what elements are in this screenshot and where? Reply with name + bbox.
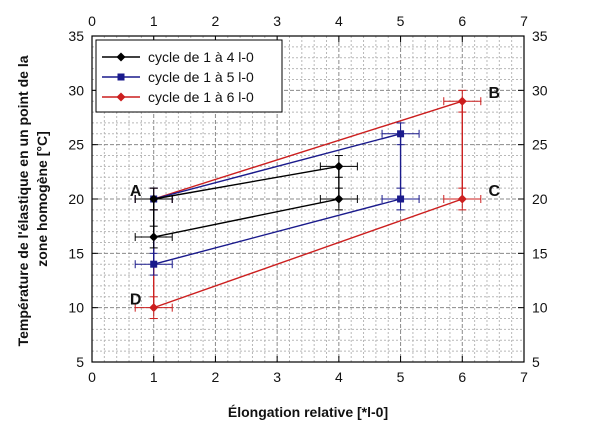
data-point-diamond xyxy=(116,92,126,102)
series-cycle-de-1-6-l-0 xyxy=(134,89,482,320)
x-tick-label: 1 xyxy=(150,369,158,385)
legend: cycle de 1 à 4 l-0 cycle de 1 à 5 l-0 cycl… xyxy=(95,39,283,113)
x-tick-label-top: 7 xyxy=(520,13,528,29)
data-point-diamond xyxy=(457,194,467,204)
data-point-square xyxy=(397,130,405,138)
data-point-diamond xyxy=(149,232,159,242)
data-point-diamond xyxy=(457,96,467,106)
x-tick-label-top: 1 xyxy=(150,13,158,29)
y-tick-label: 15 xyxy=(68,245,84,261)
y-axis-title-line-1: Température de l'élastique en un point d… xyxy=(15,55,31,346)
annotation-label-a: A xyxy=(130,183,142,200)
y-tick-label-right: 5 xyxy=(532,354,540,370)
legend-entry: cycle de 1 à 4 l-0 xyxy=(102,49,254,65)
data-point-diamond xyxy=(149,303,159,313)
x-tick-label-top: 4 xyxy=(335,13,343,29)
y-tick-label-right: 30 xyxy=(532,82,548,98)
x-tick-label: 7 xyxy=(520,369,528,385)
y-tick-label: 25 xyxy=(68,137,84,153)
x-axis-title: Élongation relative [*l-0] xyxy=(228,404,388,420)
x-tick-label: 2 xyxy=(212,369,220,385)
annotation-label-c: C xyxy=(489,183,501,200)
data-point-square xyxy=(150,260,158,268)
annotation-label-d: D xyxy=(130,292,142,309)
y-tick-label-right: 15 xyxy=(532,245,548,261)
point-annotations: A B C D xyxy=(130,85,501,308)
y-tick-label: 10 xyxy=(68,300,84,316)
y-tick-label-right: 25 xyxy=(532,137,548,153)
legend-label: cycle de 1 à 4 l-0 xyxy=(148,49,254,65)
x-tick-label: 3 xyxy=(273,369,281,385)
x-tick-label: 5 xyxy=(397,369,405,385)
y-tick-label-right: 10 xyxy=(532,300,548,316)
x-tick-label: 0 xyxy=(88,369,96,385)
x-tick-label-top: 2 xyxy=(212,13,220,29)
y-tick-label: 35 xyxy=(68,28,84,44)
legend-box xyxy=(95,39,283,113)
data-point-diamond xyxy=(149,194,159,204)
legend-label: cycle de 1 à 6 l-0 xyxy=(148,89,254,105)
data-point-square xyxy=(117,73,125,81)
x-tick-label-top: 5 xyxy=(397,13,405,29)
annotation-label-b: B xyxy=(489,85,501,102)
x-tick-label-top: 3 xyxy=(273,13,281,29)
data-point-diamond xyxy=(334,161,344,171)
x-tick-label-top: 0 xyxy=(88,13,96,29)
y-axis-title: Température de l'élastique en un point d… xyxy=(15,52,50,347)
data-point-square xyxy=(397,195,405,203)
x-tick-label: 6 xyxy=(458,369,466,385)
legend-label: cycle de 1 à 5 l-0 xyxy=(148,69,254,85)
y-tick-label-right: 35 xyxy=(532,28,548,44)
legend-entry: cycle de 1 à 5 l-0 xyxy=(102,69,254,85)
legend-entry: cycle de 1 à 6 l-0 xyxy=(102,89,254,105)
data-point-diamond xyxy=(116,52,126,62)
y-tick-label-right: 20 xyxy=(532,191,548,207)
data-point-diamond xyxy=(334,194,344,204)
series-group xyxy=(134,89,482,320)
series-cycle-de-1-4-l-0 xyxy=(134,155,358,249)
y-tick-label: 20 xyxy=(68,191,84,207)
x-tick-label-top: 6 xyxy=(458,13,466,29)
y-axis-title-line-2: zone homogène [°C] xyxy=(34,131,50,266)
y-tick-label: 5 xyxy=(76,354,84,370)
series-line xyxy=(153,100,463,309)
y-tick-label: 30 xyxy=(68,82,84,98)
x-tick-label: 4 xyxy=(335,369,343,385)
